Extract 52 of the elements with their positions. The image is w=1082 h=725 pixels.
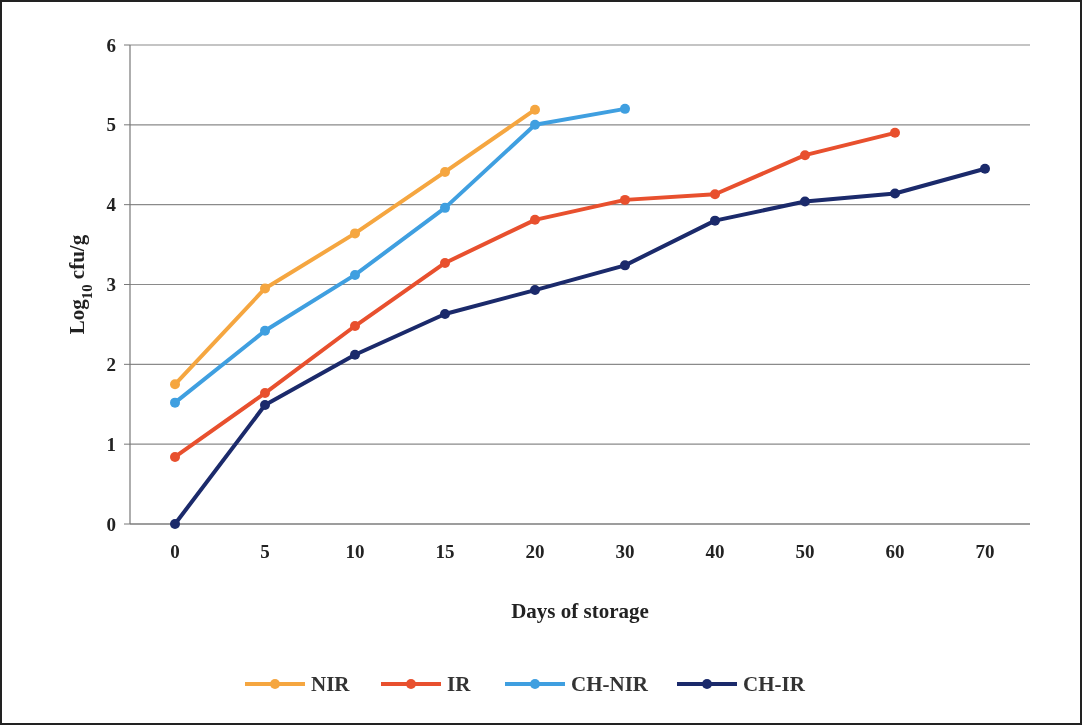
y-tick-label: 1 <box>106 433 116 455</box>
point <box>170 397 180 408</box>
point <box>260 283 270 294</box>
point <box>440 166 450 177</box>
y-tick-label: 2 <box>106 353 116 375</box>
y-tick-label: 3 <box>106 274 116 296</box>
legend-label: NIR <box>311 672 351 697</box>
point <box>530 104 540 115</box>
y-tick-label: 0 <box>106 513 116 535</box>
x-tick-label: 30 <box>615 541 635 562</box>
point <box>620 260 630 271</box>
point <box>440 309 450 320</box>
point <box>620 103 630 114</box>
point <box>800 150 810 161</box>
y-tick-label: 4 <box>106 194 117 216</box>
point <box>350 321 360 332</box>
point <box>350 269 360 280</box>
x-tick-label: 10 <box>345 541 365 562</box>
point <box>440 257 450 268</box>
point <box>260 388 270 399</box>
point <box>530 285 540 296</box>
point <box>440 202 450 213</box>
point <box>170 379 180 390</box>
point <box>980 163 990 174</box>
point <box>530 214 540 225</box>
x-axis-title: Days of storage <box>511 599 649 623</box>
point <box>710 189 720 200</box>
point <box>800 196 810 207</box>
point <box>530 119 540 130</box>
x-tick-label: 5 <box>260 541 270 562</box>
x-tick-label: 40 <box>705 541 725 562</box>
point <box>260 325 270 336</box>
point <box>170 451 180 462</box>
point <box>260 400 270 411</box>
x-tick-label: 20 <box>525 541 545 562</box>
x-tick-label: 50 <box>795 541 815 562</box>
legend-label: IR <box>447 672 472 697</box>
x-tick-label: 0 <box>170 541 180 562</box>
point <box>350 228 360 239</box>
point <box>350 349 360 360</box>
x-tick-label: 15 <box>435 541 455 562</box>
legend-label: CH-IR <box>743 672 806 697</box>
point <box>890 188 900 199</box>
legend-label: CH-NIR <box>571 672 649 697</box>
point <box>620 194 630 205</box>
x-tick-label: 60 <box>885 541 905 562</box>
point <box>710 215 720 226</box>
y-tick-label: 5 <box>106 114 116 136</box>
x-tick-label: 70 <box>975 541 995 562</box>
point <box>170 519 180 529</box>
point <box>890 127 900 138</box>
y-tick-label: 6 <box>106 34 116 56</box>
